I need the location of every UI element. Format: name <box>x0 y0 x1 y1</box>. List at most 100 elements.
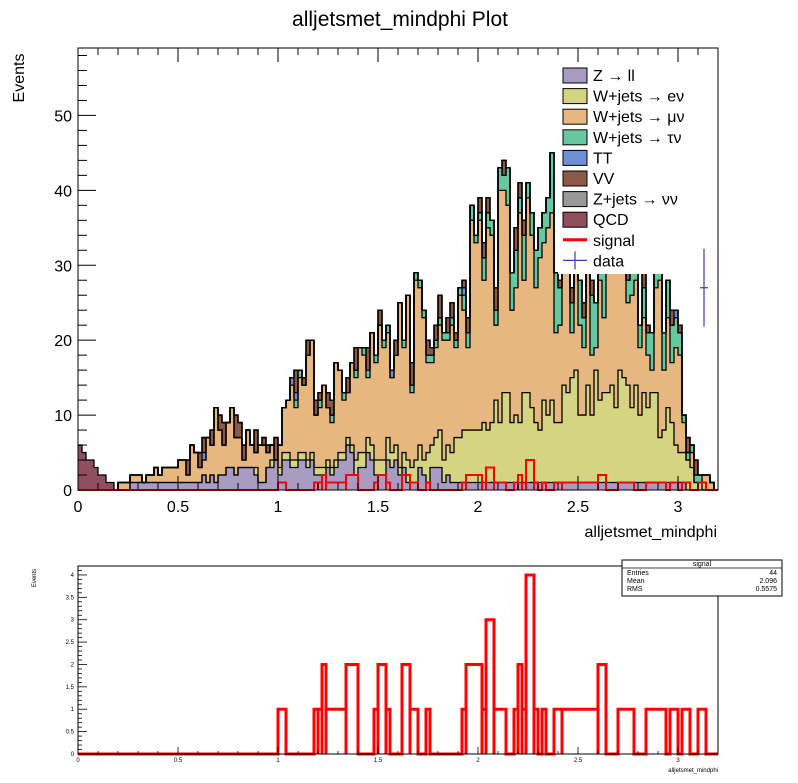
bin-wenu <box>522 392 527 483</box>
bin-wmunu <box>502 190 507 393</box>
x-tick-label: 0.5 <box>174 758 183 764</box>
bin-zll <box>550 482 555 490</box>
bin-wmunu <box>382 347 387 461</box>
y-tick-label: 2.5 <box>66 640 75 646</box>
bin-zll <box>622 482 627 490</box>
bin-wtaunu <box>362 347 367 356</box>
bin-zll <box>258 482 263 490</box>
bin-wenu <box>678 452 683 483</box>
bin-wenu <box>466 430 471 483</box>
bin-vv <box>198 452 203 468</box>
bin-zll <box>290 467 295 490</box>
bin-wmunu <box>570 332 575 378</box>
bin-zll <box>198 482 203 490</box>
legend-swatch-wmunu <box>562 108 588 125</box>
bin-wtaunu <box>646 332 651 356</box>
bin-zll <box>454 482 459 490</box>
bin-wenu <box>582 415 587 483</box>
bin-wtaunu <box>374 355 379 363</box>
bin-zll <box>526 482 531 490</box>
bin-wenu <box>686 460 691 490</box>
bin-wmunu <box>710 482 715 490</box>
bin-tt <box>202 452 207 461</box>
bin-zll <box>462 482 467 490</box>
signal-histogram-line <box>78 573 718 756</box>
bin-wtaunu <box>482 257 487 281</box>
bin-tt <box>674 310 679 318</box>
signal-x-axis-ticks: 0 0.5 1 1.5 2 2.5 3 <box>76 747 719 764</box>
bin-qcd <box>102 475 107 490</box>
bin-wmunu <box>582 347 587 416</box>
bin-wmunu <box>314 415 319 468</box>
stacked-histogram-fills <box>78 152 718 491</box>
bin-vv <box>254 430 259 453</box>
bin-vv <box>326 392 331 408</box>
bin-wenu <box>334 460 339 468</box>
bin-wmunu <box>586 212 591 386</box>
bin-wmunu <box>642 317 647 393</box>
bin-wtaunu <box>470 205 475 221</box>
bin-zll <box>246 467 251 490</box>
bin-vv <box>366 347 371 371</box>
y-tick-label: 3.5 <box>66 595 75 601</box>
bin-wenu <box>558 422 563 483</box>
bin-zll <box>158 482 163 490</box>
bin-wmunu <box>338 370 343 453</box>
bin-wmunu <box>658 280 663 438</box>
bin-vv <box>346 377 351 393</box>
bin-qcd <box>94 467 99 490</box>
bin-tt <box>294 392 299 401</box>
bin-wmunu <box>138 475 143 483</box>
bin-wmunu <box>450 325 455 453</box>
bin-zll <box>458 482 463 490</box>
bin-vv <box>450 302 455 318</box>
bin-vv <box>646 325 651 333</box>
signal-x-axis-label: alljetsmet_mindphi <box>668 768 718 774</box>
bin-zll <box>638 482 643 490</box>
bin-wmunu <box>414 280 419 461</box>
bin-zll <box>218 475 223 490</box>
bin-zll <box>210 475 215 490</box>
bin-wmunu <box>474 242 479 431</box>
bin-wmunu <box>690 452 695 468</box>
bin-wtaunu <box>458 287 463 296</box>
bin-zll <box>222 475 227 490</box>
x-axis-ticks: 0 0.5 1 1.5 2 2.5 3 <box>74 48 719 516</box>
legend-label-wenu: W+jets → eν <box>593 89 684 106</box>
bin-zll <box>190 482 195 490</box>
bin-zll <box>614 482 619 490</box>
legend-swatch-vv <box>562 170 588 187</box>
bin-wtaunu <box>542 212 547 243</box>
bin-wenu <box>362 452 367 468</box>
bin-wmunu <box>670 362 675 423</box>
bin-wenu <box>670 422 675 483</box>
stats-box: signal Entries 44 Mean 2.096 RMS 0.5575 <box>621 559 783 597</box>
bin-wtaunu <box>534 250 539 288</box>
bin-zll <box>646 482 651 490</box>
bin-wmunu <box>438 325 443 431</box>
bin-wtaunu <box>418 280 423 288</box>
bin-zll <box>238 467 243 490</box>
bin-tt <box>390 370 395 378</box>
bin-wenu <box>458 437 463 483</box>
bin-wtaunu <box>382 340 387 348</box>
bin-wmunu <box>222 445 227 476</box>
signal-y-axis-ticks: 0 0.5 1 1.5 2 2.5 3 3.5 4 <box>66 565 87 758</box>
y-tick-label: 4 <box>71 573 75 579</box>
bin-wenu <box>514 415 519 483</box>
bin-tt <box>462 287 467 296</box>
bin-vv <box>330 400 335 416</box>
legend-swatch-wenu <box>562 88 588 105</box>
x-tick-label: 0 <box>74 499 83 516</box>
bin-wmunu <box>370 332 375 446</box>
bin-zll <box>626 482 631 490</box>
bin-wtaunu <box>410 385 415 393</box>
bin-wenu <box>414 460 419 483</box>
bin-wenu <box>650 392 655 483</box>
bin-wmunu <box>558 325 563 423</box>
bin-wenu <box>306 460 311 468</box>
bin-vv <box>558 280 563 288</box>
bin-zll <box>542 482 547 490</box>
bin-wenu <box>658 437 663 483</box>
bin-wmunu <box>386 332 391 438</box>
